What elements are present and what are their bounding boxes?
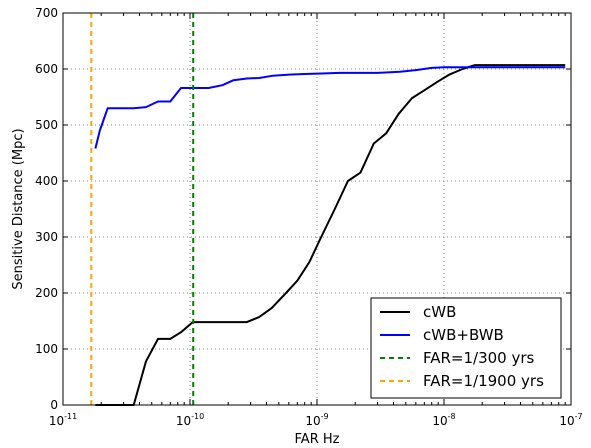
y-tick-label: 300	[35, 230, 58, 244]
y-axis-title: Sensitive Distance (Mpc)	[11, 128, 26, 289]
grid-layer	[63, 13, 571, 405]
legend-label-cwb: cWB	[423, 303, 456, 321]
y-tick-label: 400	[35, 174, 58, 188]
x-tick-label: 10-11	[49, 412, 77, 428]
x-axis-title: FAR Hz	[295, 432, 340, 447]
x-tick-label: 10-8	[432, 412, 455, 428]
y-tick-label: 500	[35, 118, 58, 132]
y-tick-label: 600	[35, 62, 58, 76]
y-tick-label: 0	[50, 398, 58, 412]
series-line-cwb	[95, 64, 566, 406]
series-line-cwb-bwb	[94, 66, 566, 149]
x-tick-label: 10-9	[305, 412, 328, 428]
x-tick-label: 10-10	[176, 412, 204, 428]
tick-layer: 0 100 200 300 400 500 600 700 10-11 10-10 10-9 10-8…	[35, 6, 583, 428]
series-layer	[90, 13, 566, 406]
legend-label-far-1-1900-yrs: FAR=1/1900 yrs	[423, 372, 544, 390]
legend: cWB cWB+BWB FAR=1/300 yrs FAR=1/1900 yrs	[370, 297, 562, 399]
y-tick-label: 200	[35, 286, 58, 300]
legend-label-far-1-300-yrs: FAR=1/300 yrs	[423, 349, 535, 367]
legend-label-cwb-bwb: cWB+BWB	[423, 326, 504, 344]
y-tick-label: 700	[35, 6, 58, 20]
y-tick-label: 100	[35, 342, 58, 356]
x-tick-label: 10-7	[559, 412, 582, 428]
